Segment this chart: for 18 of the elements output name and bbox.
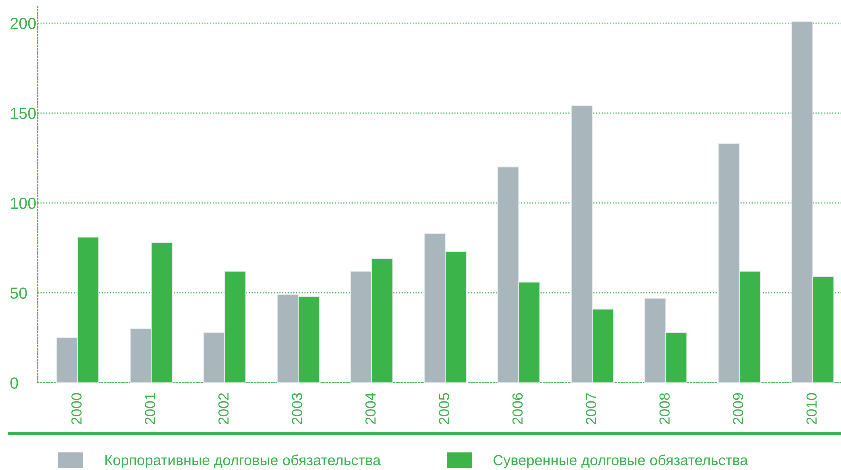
x-tick-label: 2010 — [806, 393, 817, 424]
x-tick-label: 2009 — [733, 393, 744, 424]
x-tick-label: 2007 — [586, 393, 596, 424]
x-tick-label: 2003 — [292, 393, 302, 424]
y-tick-label: 0 — [10, 378, 18, 389]
legend-label: Суверенные долговые обязательства — [494, 454, 748, 468]
legend-label: Корпоративные долговые обязательства — [106, 454, 382, 468]
x-tick-label: 2005 — [439, 393, 450, 424]
y-tick-label: 200 — [10, 18, 36, 30]
y-tick-label: 50 — [10, 288, 28, 300]
y-tick-label: 100 — [11, 198, 36, 210]
x-tick-label: 2006 — [512, 393, 523, 424]
x-tick-label: 2002 — [218, 393, 229, 424]
x-tick-label: 2008 — [660, 393, 670, 424]
y-tick-label: 150 — [11, 108, 36, 120]
x-tick-label: 2001 — [145, 393, 156, 424]
x-tick-label: 2000 — [72, 393, 82, 424]
x-tick-label: 2004 — [366, 393, 376, 424]
